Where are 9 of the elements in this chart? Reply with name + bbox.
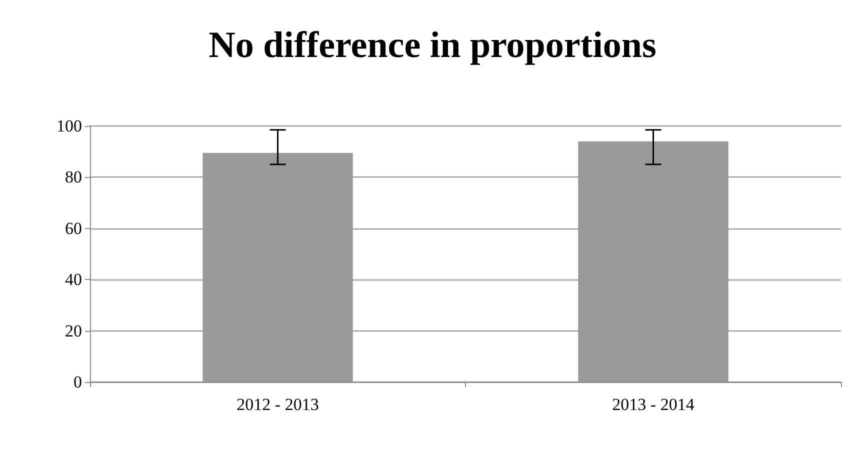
y-tick-label: 100	[56, 116, 82, 136]
y-tick-label: 60	[65, 218, 82, 238]
y-tick-label: 0	[74, 372, 82, 392]
chart-title: No difference in proportions	[208, 25, 656, 66]
y-tick-label: 80	[65, 168, 82, 187]
x-tick-label: 2012 - 2013	[236, 395, 319, 414]
x-tick-label: 2013 - 2014	[612, 395, 695, 414]
y-tick-label: 20	[65, 321, 82, 340]
y-tick-label: 40	[65, 270, 82, 290]
